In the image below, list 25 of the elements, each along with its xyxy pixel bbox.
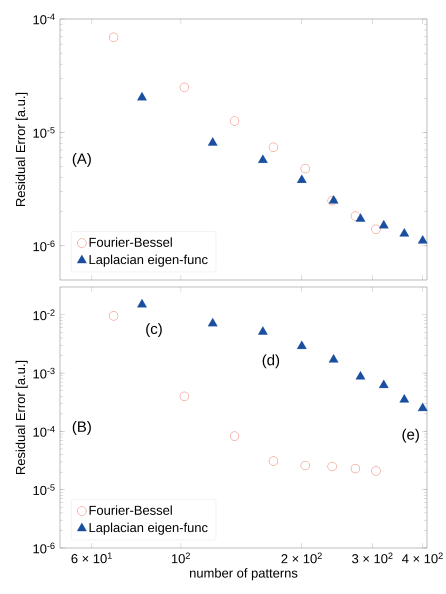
- y-tick-label: 10$^{-4}$: [34, 14, 55, 24]
- x-tick-label: 3 × 10$^{2}$: [352, 552, 393, 564]
- y-tick-label: 10$^{-6}$: [34, 240, 55, 252]
- annotation: (d): [262, 354, 280, 368]
- y-axis-title: Residual Error [a.u.]: [16, 360, 28, 474]
- legend-label: Fourier-Bessel: [90, 505, 172, 515]
- x-tick-label: 4 × 10$^{2}$: [402, 552, 443, 564]
- x-tick-label: 2 × 10$^{2}$: [281, 552, 322, 564]
- x-tick-label: 10$^{2}$: [172, 552, 190, 564]
- legend-label: Laplacian eigen-func: [90, 522, 208, 535]
- y-tick-label: 10$^{-5}$: [34, 484, 55, 496]
- annotation: (c): [146, 323, 162, 337]
- y-axis-title: Residual Error [a.u.]: [16, 92, 28, 206]
- annotation: (A): [72, 152, 91, 167]
- annotation: (B): [72, 420, 91, 435]
- y-tick-label: 10$^{-4}$: [34, 426, 55, 437]
- annotation: (e): [402, 428, 419, 443]
- y-tick-label: 10$^{-2}$: [34, 309, 55, 320]
- y-tick-label: 10$^{-5}$: [34, 127, 55, 138]
- y-tick-label: 10$^{-3}$: [34, 368, 55, 379]
- x-tick-label: 6 × 10$^{1}$: [72, 552, 112, 564]
- legend-label: Laplacian eigen-func: [90, 254, 208, 267]
- legend-label: Fourier-Bessel: [90, 237, 172, 247]
- y-tick-label: 10$^{-6}$: [34, 542, 55, 554]
- x-axis-title: number of patterns: [190, 568, 298, 580]
